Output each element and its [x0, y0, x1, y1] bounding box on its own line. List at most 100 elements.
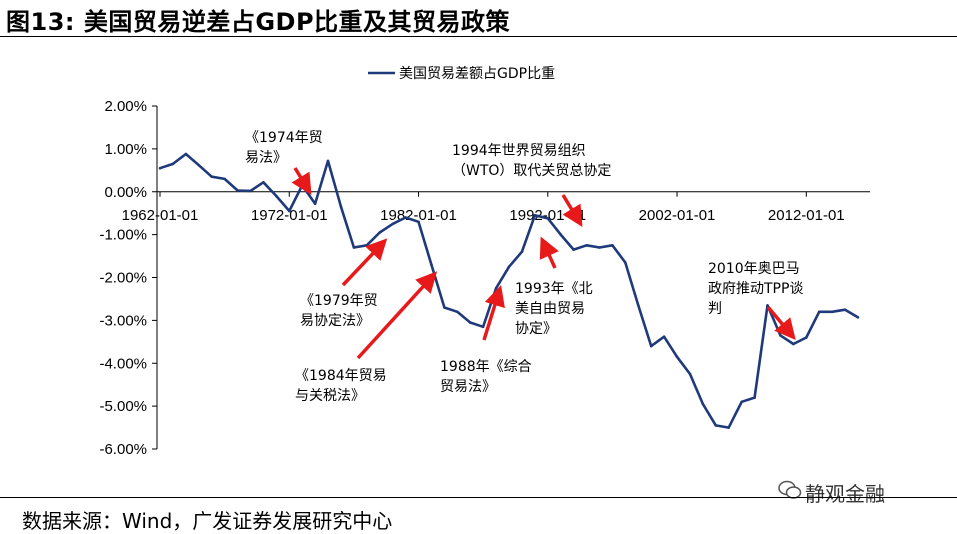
- annotation-arrow: [356, 271, 438, 360]
- annotation: 1994年世界贸易组织 （WTO）取代关贸总协定: [452, 143, 611, 179]
- annotation-arrows: [291, 167, 796, 360]
- data-point: [158, 166, 162, 170]
- annotation-arrow: [766, 305, 796, 341]
- annotation-line: （WTO）取代关贸总协定: [452, 163, 611, 179]
- annotation-line: 《1984年贸易: [295, 368, 387, 384]
- data-point: [817, 310, 821, 314]
- annotation-arrow: [291, 167, 312, 195]
- data-point: [856, 316, 860, 319]
- data-point: [456, 310, 459, 314]
- y-tick-label: -6.00%: [99, 441, 147, 458]
- source-note: 数据来源：Wind，广发证券发展研究中心: [22, 509, 393, 533]
- annotation-line: 协定》: [515, 321, 557, 337]
- y-tick-label: -3.00%: [99, 312, 147, 329]
- data-point: [288, 209, 291, 213]
- data-point: [830, 310, 834, 314]
- data-point: [184, 152, 188, 156]
- data-point: [236, 189, 239, 192]
- data-point: [611, 244, 614, 247]
- chart-axes: 2.00% 1.00% 0.00% -1.00% -2.00% -3.00% -4.00% -…: [99, 98, 870, 458]
- data-point: [249, 189, 252, 193]
- data-point: [430, 263, 433, 266]
- x-tick-label: 1962-01-01: [122, 207, 199, 224]
- data-point: [468, 321, 472, 324]
- x-tick-label: 1972-01-01: [251, 207, 328, 224]
- y-tick-label: -4.00%: [99, 355, 147, 372]
- annotation-line: 1988年《综合: [440, 359, 532, 375]
- data-point: [391, 222, 395, 226]
- data-point: [313, 202, 317, 206]
- data-point: [223, 177, 226, 181]
- annotation-line: 美自由贸易: [515, 301, 585, 317]
- legend-label: 美国贸易差额占GDP比重: [399, 66, 555, 82]
- data-point: [417, 220, 420, 224]
- annotation-line: 1994年世界贸易组织: [452, 143, 586, 159]
- data-point: [365, 244, 369, 247]
- data-point: [275, 194, 278, 198]
- data-point: [326, 159, 330, 163]
- wechat-icon: [778, 480, 802, 499]
- data-point: [740, 400, 743, 404]
- y-tick-label: -5.00%: [99, 398, 147, 415]
- data-point: [805, 336, 808, 339]
- data-point: [714, 424, 718, 427]
- data-point: [662, 335, 666, 339]
- data-point: [792, 342, 795, 346]
- data-point: [688, 372, 692, 376]
- annotation-line: 易法》: [245, 150, 287, 166]
- y-tick-label: -1.00%: [99, 227, 147, 244]
- data-point: [675, 355, 679, 359]
- data-point: [624, 261, 627, 264]
- annotation-arrow: [539, 236, 559, 269]
- source-divider: [0, 497, 957, 498]
- data-point: [507, 265, 511, 269]
- annotation-line: 政府推动TPP谈: [708, 281, 803, 297]
- chart-legend: 美国贸易差额占GDP比重: [368, 66, 555, 82]
- data-point: [171, 162, 175, 166]
- data-point: [766, 304, 769, 307]
- x-tick-label: 2012-01-01: [768, 207, 845, 224]
- data-point: [572, 248, 575, 251]
- data-point: [559, 233, 562, 236]
- annotation-line: 与关税法》: [295, 388, 365, 404]
- data-point: [533, 214, 537, 217]
- data-point: [378, 231, 382, 234]
- data-point: [701, 402, 705, 406]
- data-point: [843, 308, 847, 312]
- data-point: [779, 334, 782, 337]
- data-point: [753, 396, 756, 399]
- data-point: [262, 181, 265, 184]
- data-point: [585, 244, 588, 247]
- annotation-line: 判: [708, 301, 722, 317]
- y-tick-label: -2.00%: [99, 270, 147, 287]
- data-point: [352, 246, 356, 249]
- x-tick-label: 2002-01-01: [639, 207, 716, 224]
- data-point: [339, 205, 343, 209]
- data-point: [481, 325, 485, 329]
- data-point: [197, 163, 201, 167]
- y-tick-label: 2.00%: [104, 98, 147, 115]
- data-point: [637, 304, 640, 307]
- data-point: [210, 175, 213, 178]
- data-point: [546, 217, 550, 220]
- annotation-line: 《1974年贸: [245, 130, 323, 146]
- data-point: [649, 344, 653, 348]
- title-divider: [0, 36, 957, 37]
- annotation-line: 2010年奥巴马: [708, 260, 800, 277]
- data-point: [727, 426, 730, 429]
- data-point: [598, 246, 601, 249]
- annotation-line: 《1979年贸: [300, 293, 378, 309]
- annotation-arrow: [561, 194, 583, 227]
- annotation-line: 贸易法》: [440, 379, 496, 395]
- annotation-arrow: [482, 284, 505, 341]
- y-tick-label: 0.00%: [104, 184, 147, 201]
- figure-title: 图13: 美国贸易逆差占GDP比重及其贸易政策: [6, 8, 511, 36]
- annotation-line: 1993年《北: [515, 281, 593, 297]
